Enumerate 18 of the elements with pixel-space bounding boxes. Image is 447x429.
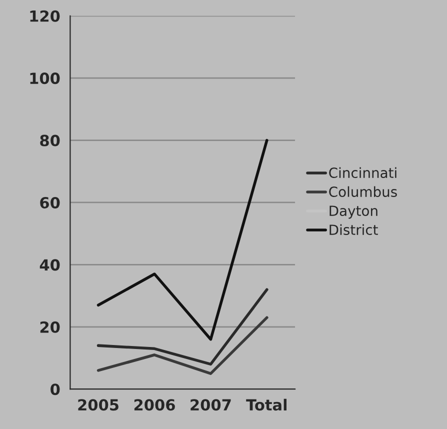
y-tick-label: 100 — [30, 72, 60, 84]
y-tick-label: 80 — [40, 134, 60, 146]
y-tick-label: 0 — [50, 384, 60, 396]
x-tick-label: 2007 — [190, 399, 231, 411]
x-tick-label: Total — [246, 398, 286, 411]
y-tick-label: 120 — [30, 10, 60, 22]
legend-label: Cincinnati — [329, 167, 396, 178]
y-tick-label: 20 — [40, 321, 60, 333]
legend-label: Dayton — [330, 206, 378, 219]
line-series — [96, 288, 268, 366]
y-tick-label: 40 — [40, 259, 60, 271]
legend-label: Columbus — [329, 186, 397, 198]
line-series — [96, 316, 268, 375]
line-series — [96, 138, 268, 341]
legend-label: District — [330, 224, 378, 236]
x-tick-label: 2005 — [78, 399, 118, 411]
y-tick-label: 60 — [40, 196, 60, 209]
x-tick-label: 2006 — [134, 399, 175, 411]
